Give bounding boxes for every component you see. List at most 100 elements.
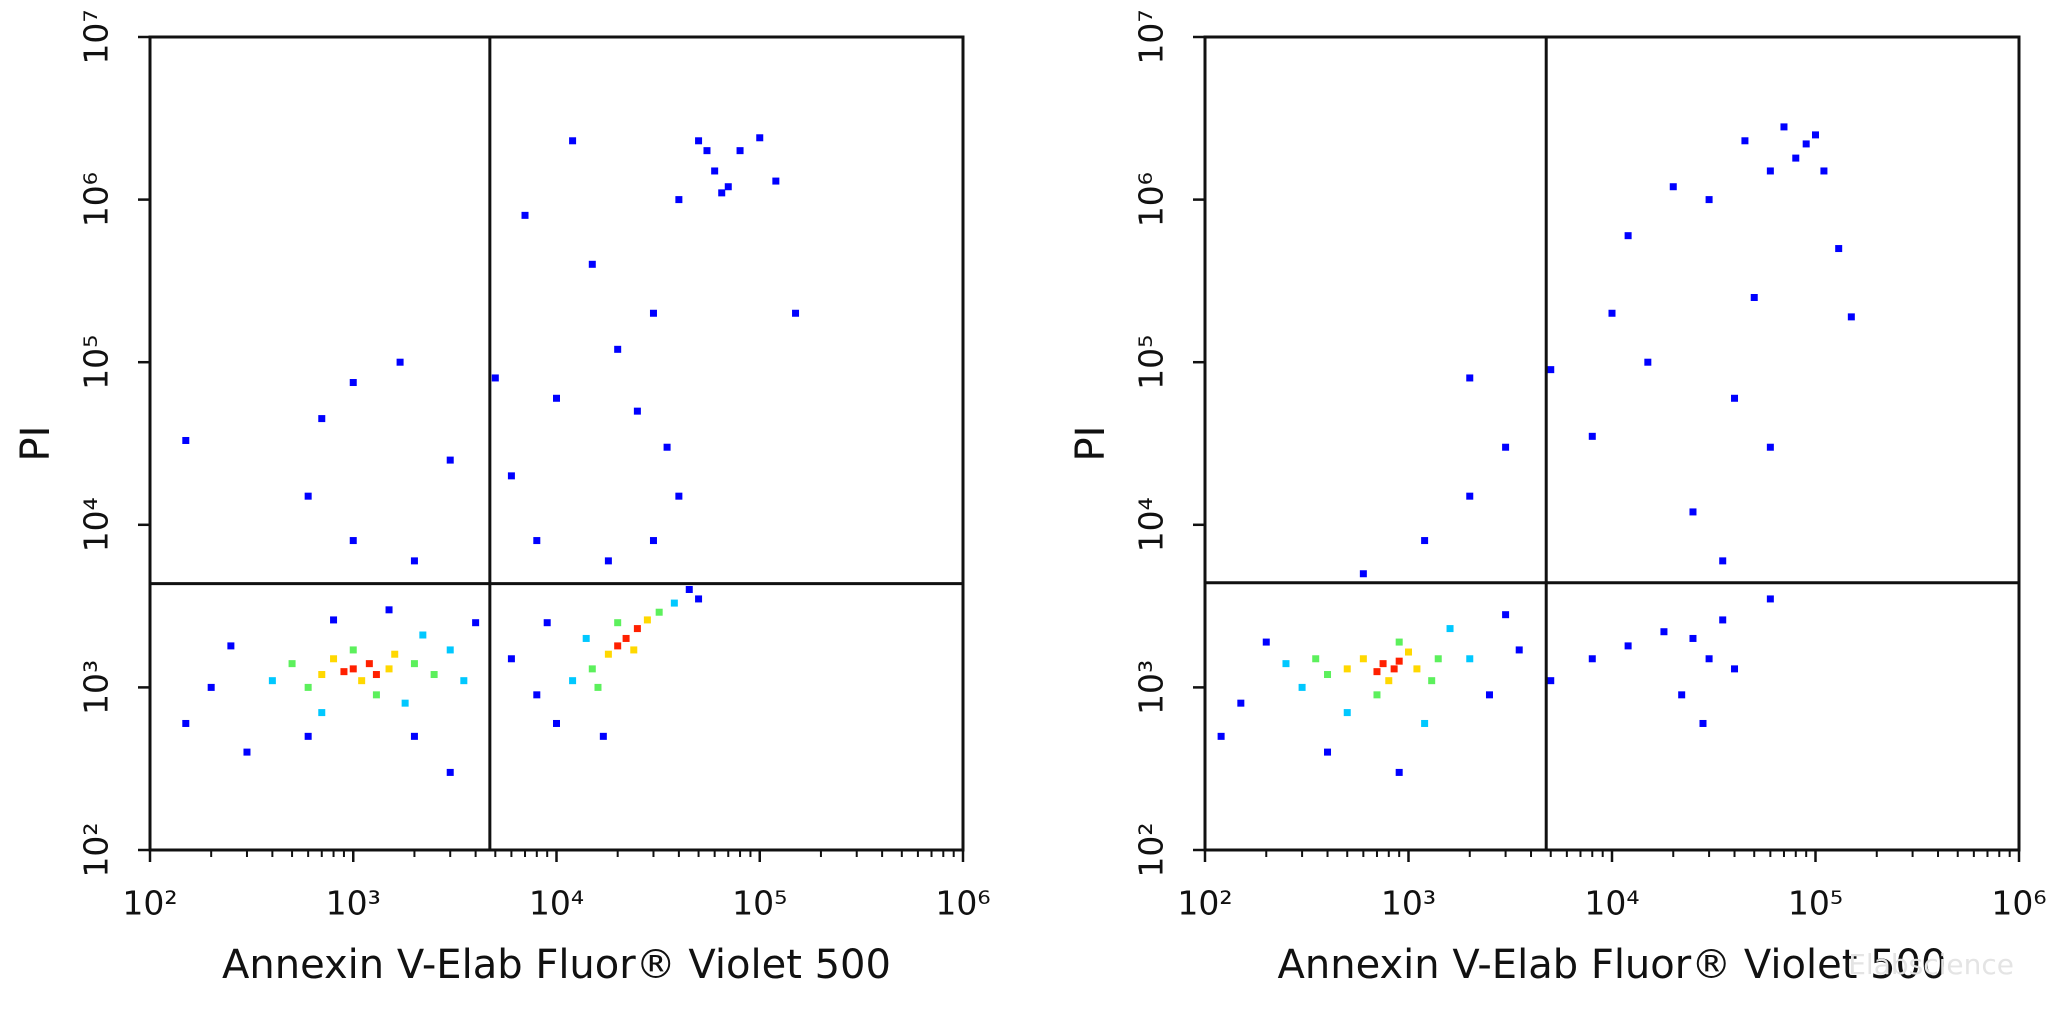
y-tick-label: 10⁶ — [1132, 172, 1171, 227]
point — [1502, 611, 1510, 619]
point — [685, 586, 693, 594]
point — [385, 665, 393, 673]
point — [472, 619, 480, 627]
point — [446, 456, 454, 464]
point — [410, 660, 418, 668]
point — [507, 655, 515, 663]
point — [622, 634, 630, 642]
point — [1766, 167, 1774, 175]
point — [675, 492, 683, 500]
point — [1405, 648, 1412, 656]
point — [318, 709, 326, 717]
point — [633, 407, 641, 415]
point — [1515, 646, 1523, 654]
point — [1835, 245, 1843, 253]
point — [349, 646, 357, 654]
point — [1466, 655, 1474, 663]
y-axis-label: PI — [13, 426, 59, 462]
y-tick-label: 10⁵ — [77, 335, 116, 390]
point — [736, 147, 744, 155]
point — [365, 660, 373, 668]
point — [349, 665, 357, 673]
point — [588, 665, 596, 673]
point — [1395, 638, 1403, 646]
point — [349, 379, 357, 387]
point — [582, 634, 590, 642]
x-axis-label: Annexin V-Elab Fluor® Violet 500 — [1278, 942, 1947, 988]
y-tick-label: 10⁴ — [1132, 497, 1171, 552]
x-tick-label: 10⁵ — [732, 884, 787, 923]
point — [1312, 655, 1320, 663]
point — [268, 677, 276, 685]
point — [1624, 232, 1632, 240]
y-tick-label: 10⁵ — [1132, 335, 1171, 390]
point — [1792, 154, 1800, 162]
point — [419, 631, 427, 639]
point — [410, 732, 418, 740]
plot-frame — [1203, 35, 2021, 852]
point — [792, 309, 800, 317]
point — [1802, 140, 1810, 148]
point — [553, 394, 560, 402]
point — [491, 374, 499, 382]
point — [1750, 293, 1758, 301]
y-tick-label: 10⁷ — [1132, 9, 1171, 64]
y-tick-label: 10⁶ — [77, 172, 116, 227]
point — [670, 599, 678, 607]
point — [1608, 309, 1616, 317]
point — [1689, 634, 1697, 642]
point — [1766, 443, 1774, 451]
point — [507, 472, 515, 480]
point — [588, 260, 596, 268]
point — [372, 691, 380, 699]
point — [304, 732, 312, 740]
point — [649, 537, 657, 545]
point — [1705, 655, 1713, 663]
point — [604, 650, 612, 658]
point — [695, 137, 703, 145]
y-tick-label: 10² — [1132, 822, 1171, 877]
point — [1379, 660, 1387, 668]
point — [1421, 719, 1429, 727]
point — [1324, 748, 1332, 756]
point — [1812, 131, 1819, 139]
point — [1741, 137, 1749, 145]
point — [1766, 595, 1774, 603]
x-tick-label: 10⁶ — [1991, 884, 2046, 923]
point — [533, 691, 541, 699]
point — [182, 436, 190, 444]
x-tick-label: 10² — [122, 884, 177, 923]
point — [1847, 313, 1855, 321]
point — [614, 345, 622, 353]
point — [304, 683, 312, 691]
x-tick-label: 10⁴ — [529, 884, 584, 923]
point — [1395, 768, 1403, 776]
plot: 10² 10³ 10⁴ 10⁵ 10⁶ 10² 10³ 10⁴ 10⁵ 10⁶ 10⁷ Annexin… — [13, 9, 991, 988]
point — [1413, 665, 1421, 673]
point — [1705, 196, 1713, 204]
point — [1373, 691, 1381, 699]
point — [207, 683, 215, 691]
y-axis-label: PI — [1068, 426, 1114, 462]
point — [446, 646, 454, 654]
point — [553, 719, 560, 727]
x-axis-label: Annexin V-Elab Fluor® Violet 500 — [222, 942, 891, 988]
point — [1217, 732, 1225, 740]
plot-frame — [148, 35, 965, 852]
point — [703, 147, 711, 155]
point — [1624, 642, 1632, 650]
point — [604, 557, 612, 565]
y-tick-label: 10³ — [77, 660, 116, 715]
x-tick-label: 10⁵ — [1788, 884, 1843, 923]
point — [460, 677, 468, 685]
point — [1547, 677, 1555, 685]
point — [358, 677, 366, 685]
point — [718, 189, 726, 197]
point — [521, 211, 529, 219]
point — [401, 699, 409, 707]
point — [1373, 668, 1381, 676]
point — [182, 719, 190, 727]
point — [594, 683, 602, 691]
